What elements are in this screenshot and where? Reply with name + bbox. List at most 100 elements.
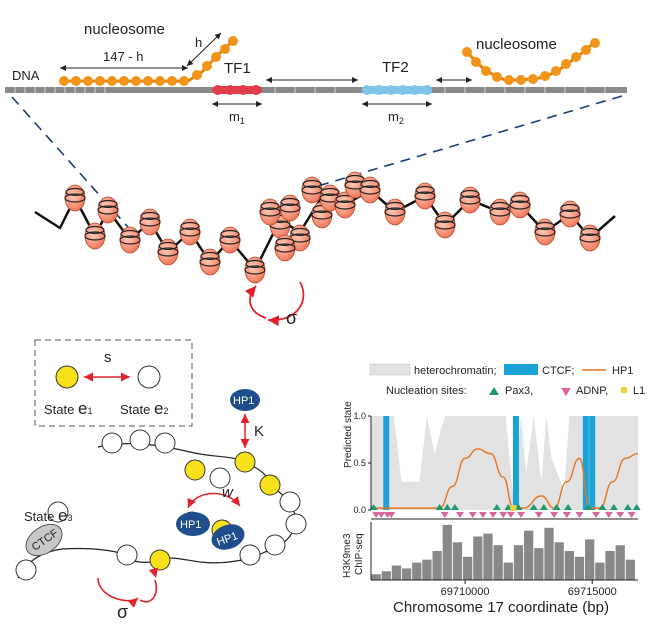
chip-seq-bar (412, 562, 422, 580)
pax3-marker (443, 504, 452, 510)
nucleosome-dna-wrap (64, 193, 86, 203)
nucleosome-dna-wrap (559, 209, 581, 219)
len-label: 147 - h (103, 49, 143, 64)
legend-heterochromatin: heterochromatin; (414, 365, 497, 377)
nucleosome-dna-wrap (179, 227, 201, 237)
ylabel-h3k9me3: H3K9me3 (342, 533, 353, 578)
adnp-marker (478, 512, 487, 518)
pax3-marker (539, 504, 548, 510)
m1-label: m1 (229, 109, 245, 126)
tf2-label: TF2 (382, 59, 409, 76)
chip-seq-bar (534, 548, 544, 580)
dna-label: DNA (12, 68, 40, 83)
adnp-marker (550, 512, 559, 518)
nucleosome-dna-wrap (320, 187, 340, 197)
nucleosome-dna-wrap (384, 207, 406, 217)
pax3-marker (623, 504, 632, 510)
tf2-beads (362, 85, 432, 95)
legend-l1-marker (621, 387, 627, 393)
k-label: K (254, 423, 264, 440)
chip-seq-bar (595, 562, 605, 580)
legend-adnp: ADNP, (576, 385, 608, 397)
w-interaction-arrow (187, 492, 241, 509)
adnp-marker (604, 512, 613, 518)
hp1-free-protein (230, 389, 260, 411)
s-label: s (104, 349, 112, 366)
nucleation-label: Nucleation sites: (386, 385, 467, 397)
chip-seq-bar (452, 542, 463, 580)
nucleosome-dna-wrap (199, 257, 221, 267)
sigma-fiber-label: σ (286, 308, 297, 328)
nucleosome-dna-wrap (360, 179, 380, 189)
nucleosome-dna-wrap (414, 191, 436, 201)
nucleosome-dna-wrap (290, 227, 310, 237)
l1-marker (510, 505, 517, 511)
chip-seq-bar (524, 530, 534, 580)
state-legend-box (34, 339, 193, 427)
legend-ctcf: CTCF; (542, 365, 574, 377)
chip-seq-bar (422, 559, 432, 580)
adnp-marker (456, 512, 464, 518)
nucleosome-dna-wrap (85, 225, 105, 235)
ctcf-bar (589, 416, 596, 510)
predicted-state-plot (369, 416, 641, 518)
chip-seq-bar (483, 533, 493, 580)
chip-seq-bar (554, 542, 564, 580)
chip-seq-bar (513, 545, 524, 580)
panel-a-dna-schematic: DNA nucleosome 147 - h h TF1 m (5, 21, 627, 236)
pax3-marker (632, 504, 641, 510)
left-nucleosome-beads (59, 36, 238, 86)
pax3-marker (598, 504, 607, 510)
nucleosome-left-label: nucleosome (84, 21, 165, 38)
chip-seq-bar (503, 562, 513, 580)
pax3-marker (564, 504, 573, 510)
nucleosome-dna-wrap (560, 203, 580, 213)
nucleosome-dna-wrap (509, 200, 531, 210)
adnp-marker (627, 512, 636, 518)
nucleosome-right-label: nucleosome (476, 36, 557, 53)
heterochromatin-area (371, 416, 638, 510)
adnp-marker (377, 512, 386, 518)
adnp-marker (387, 512, 396, 518)
nucleosome-dna-wrap (345, 174, 365, 184)
panel-b-chromatin-fiber: σ (34, 171, 616, 328)
pax3-marker (552, 504, 561, 510)
nucleosome-dna-wrap (579, 233, 601, 243)
hp1-bound-1 (176, 512, 210, 536)
adnp-marker (372, 512, 381, 518)
nucleosome-dna-wrap (279, 203, 301, 213)
pax3-marker (492, 504, 501, 510)
ctcf-bar (383, 416, 390, 510)
nucleosome-dna-wrap (385, 201, 405, 211)
x-tick-label: 69710000 (441, 586, 490, 598)
nucleosome-dna-wrap (158, 241, 178, 251)
legend-adnp-marker (561, 388, 571, 396)
state-e2-circle (137, 365, 161, 389)
adnp-marker (506, 512, 515, 518)
adnp-marker (468, 512, 477, 518)
pax3-marker (450, 504, 459, 510)
adnp-marker (575, 512, 584, 518)
pax3-marker (529, 504, 538, 510)
nucleosome-dna-wrap (459, 195, 481, 205)
chip-seq-bar (473, 536, 483, 580)
y-tick-label: 0.0 (353, 505, 366, 515)
nucleosome-dna-wrap (260, 201, 280, 211)
nucleosome-dna-wrap (97, 205, 119, 215)
legend-ctcf-swatch (504, 364, 538, 375)
chip-seq-bar (493, 545, 503, 580)
adnp-marker (616, 512, 625, 518)
nucleosome-dna-wrap (220, 229, 240, 239)
chip-seq-bar (401, 568, 412, 580)
nucleosome-dna-wrap (219, 235, 241, 245)
pax3-marker (504, 504, 513, 510)
chip-seq-bar (605, 551, 615, 580)
nucleosome-dna-wrap (139, 217, 161, 227)
adnp-marker (499, 512, 508, 518)
chip-seq-bar (371, 574, 381, 580)
nucleosome-cluster (64, 171, 601, 284)
dna-strand (5, 87, 627, 93)
nucleosome-dna-wrap (274, 243, 296, 253)
state-e2-label: State e2 (120, 399, 168, 418)
polymer-chain (17, 443, 297, 579)
